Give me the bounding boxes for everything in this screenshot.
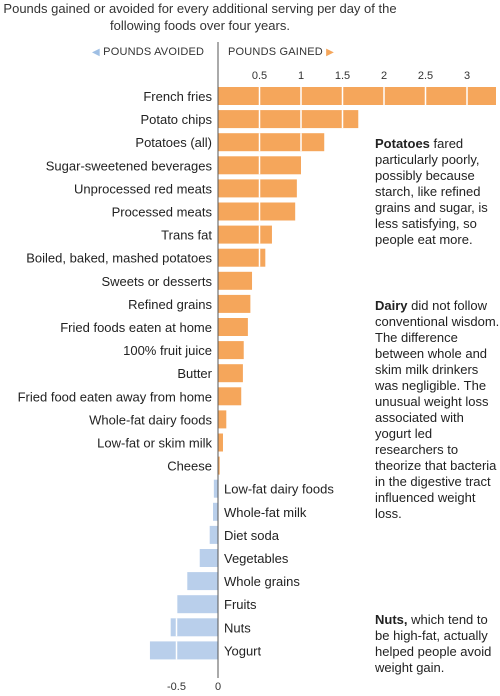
bar-yogurt bbox=[149, 641, 218, 660]
x-tick-label-top: 0.5 bbox=[252, 70, 267, 82]
bar-label-boiled-baked-mashed-potatoes: Boiled, baked, mashed potatoes bbox=[26, 251, 212, 266]
bar-label-whole-fat-milk: Whole-fat milk bbox=[224, 505, 307, 520]
bar-nuts bbox=[170, 618, 218, 637]
bar-processed-meats bbox=[218, 202, 296, 221]
bar-boiled-baked-mashed-potatoes bbox=[218, 248, 266, 267]
bar-diet-soda bbox=[209, 525, 218, 544]
bar-whole-grains bbox=[187, 572, 218, 591]
bar-whole-fat-dairy-foods bbox=[218, 410, 227, 429]
note-nuts: Nuts, which tend to be high-fat, actuall… bbox=[375, 612, 500, 676]
bar-label-whole-fat-dairy-foods: Whole-fat dairy foods bbox=[89, 412, 212, 427]
bar-whole-fat-milk bbox=[213, 502, 218, 521]
bar-unprocessed-red-meats bbox=[218, 179, 297, 198]
note-nuts-title: Nuts, bbox=[375, 612, 408, 627]
bar-label-low-fat-or-skim-milk: Low-fat or skim milk bbox=[97, 436, 212, 451]
bar-label-low-fat-dairy-foods: Low-fat dairy foods bbox=[224, 482, 334, 497]
bar-vegetables bbox=[199, 549, 218, 567]
note-potatoes-title: Potatoes bbox=[375, 136, 430, 151]
bar-label-nuts: Nuts bbox=[224, 620, 251, 635]
x-tick-label-top: 2.5 bbox=[418, 70, 433, 82]
bar-label-fried-foods-eaten-at-home: Fried foods eaten at home bbox=[60, 320, 212, 335]
bar-label-french-fries: French fries bbox=[143, 89, 212, 104]
bar-label-potato-chips: Potato chips bbox=[140, 112, 212, 127]
bar-label-potatoes-all: Potatoes (all) bbox=[135, 135, 212, 150]
x-tick-label-bottom: -0.5 bbox=[167, 681, 186, 693]
chart-intro: Pounds gained or avoided for every addit… bbox=[3, 1, 397, 33]
bar-label-unprocessed-red-meats: Unprocessed red meats bbox=[74, 181, 213, 196]
bar-label-diet-soda: Diet soda bbox=[224, 528, 280, 543]
bar-low-fat-dairy-foods bbox=[213, 479, 218, 498]
bar-sweets-or-desserts bbox=[218, 271, 253, 290]
note-nuts-text: which tend to be high-fat, actually help… bbox=[375, 612, 492, 675]
bar-label-100-fruit-juice: 100% fruit juice bbox=[123, 343, 212, 358]
legend-gained-label: POUNDS GAINED bbox=[228, 46, 323, 58]
note-dairy-title: Dairy bbox=[375, 298, 408, 313]
bar-refined-grains bbox=[218, 294, 251, 313]
bar-label-cheese: Cheese bbox=[167, 459, 212, 474]
bar-label-yogurt: Yogurt bbox=[224, 643, 261, 658]
bar-fruits bbox=[177, 595, 218, 614]
x-tick-label-top: 1.5 bbox=[335, 70, 350, 82]
bar-cheese bbox=[218, 456, 220, 475]
note-potatoes: Potatoes fared particularly poorly, poss… bbox=[375, 136, 500, 248]
bar-potatoes-all bbox=[218, 133, 325, 152]
bar-label-butter: Butter bbox=[177, 366, 212, 381]
bar-fried-food-eaten-away-from-home bbox=[218, 387, 242, 406]
left-arrow-icon: ◀ bbox=[92, 47, 100, 58]
legend-pounds-avoided: ◀ POUNDS AVOIDED bbox=[92, 46, 204, 58]
legend-pounds-gained: POUNDS GAINED ▶ bbox=[228, 46, 334, 58]
bar-100-fruit-juice bbox=[218, 341, 244, 360]
bar-french-fries bbox=[218, 87, 496, 105]
bar-fried-foods-eaten-at-home bbox=[218, 318, 248, 336]
bar-butter bbox=[218, 364, 243, 383]
bar-label-whole-grains: Whole grains bbox=[224, 574, 300, 589]
bar-label-sweets-or-desserts: Sweets or desserts bbox=[101, 274, 212, 289]
legend-avoided-label: POUNDS AVOIDED bbox=[103, 46, 205, 58]
x-tick-label-top: 3 bbox=[464, 70, 470, 82]
note-dairy-text: did not follow conventional wisdom. The … bbox=[375, 298, 500, 521]
bar-label-vegetables: Vegetables bbox=[224, 551, 289, 566]
bar-low-fat-or-skim-milk bbox=[218, 433, 223, 452]
right-arrow-icon: ▶ bbox=[326, 47, 335, 58]
bar-label-trans-fat: Trans fat bbox=[161, 228, 212, 243]
x-tick-label-top: 2 bbox=[381, 70, 387, 82]
bar-label-fried-food-eaten-away-from-home: Fried food eaten away from home bbox=[18, 389, 212, 404]
x-tick-label-bottom: 0 bbox=[215, 681, 221, 693]
bar-potato-chips bbox=[218, 110, 359, 129]
note-potatoes-text: fared particularly poorly, possibly beca… bbox=[375, 136, 488, 247]
bar-label-sugar-sweetened-beverages: Sugar-sweetened beverages bbox=[46, 158, 213, 173]
x-tick-label-top: 1 bbox=[298, 70, 304, 82]
note-dairy: Dairy did not follow conventional wisdom… bbox=[375, 298, 500, 522]
bar-label-refined-grains: Refined grains bbox=[128, 297, 212, 312]
bar-trans-fat bbox=[218, 225, 272, 244]
bar-label-processed-meats: Processed meats bbox=[112, 205, 213, 220]
bar-label-fruits: Fruits bbox=[224, 597, 257, 612]
